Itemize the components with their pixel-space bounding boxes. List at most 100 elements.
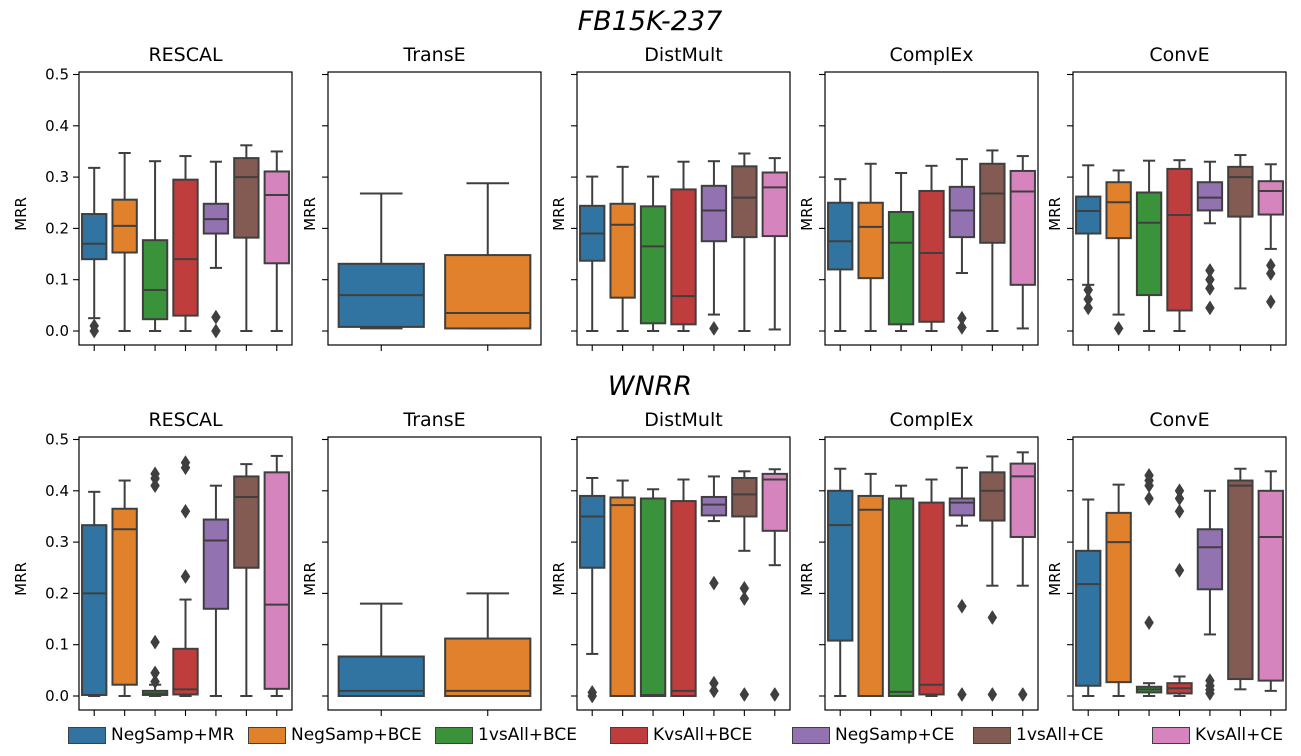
- box-r1-complex-kvsall-ce: [1009, 462, 1036, 538]
- box-r1-distmult-negsamp-mr: [579, 494, 606, 569]
- flier-r0-rescal-negsamp-mr-1: [89, 323, 100, 339]
- box-r1-conve-negsamp-bce: [1105, 511, 1132, 684]
- axes-frame-r1-transe: [327, 436, 542, 711]
- y-axis-label-r0-conve: MRR: [1046, 197, 1064, 231]
- panel-title-r1-conve: ConvE: [1149, 409, 1209, 431]
- flier-r1-complex-negsamp-ce-1: [957, 686, 967, 702]
- box-r0-complex-1vsall-ce: [979, 162, 1006, 244]
- legend-item-kvsall-bce: KvsAll+BCE: [610, 724, 752, 746]
- flier-r1-conve-1vsall-bce-4: [1144, 615, 1154, 631]
- flier-r1-complex-kvsall-ce-0: [1017, 686, 1028, 702]
- flier-r1-conve-kvsall-bce-1: [1174, 491, 1185, 506]
- box-r0-conve-negsamp-ce: [1196, 181, 1224, 212]
- flier-r1-conve-negsamp-ce-3: [1205, 685, 1215, 701]
- box-r1-transe-negsamp-bce: [444, 637, 532, 698]
- box-r0-conve-1vsall-ce: [1227, 165, 1254, 218]
- flier-r1-complex-1vsall-ce-0: [987, 610, 998, 625]
- box-r1-transe-negsamp-mr: [337, 655, 425, 698]
- box-r1-rescal-negsamp-ce: [202, 518, 230, 610]
- box-r0-distmult-negsamp-ce: [700, 184, 728, 243]
- flier-r1-rescal-1vsall-bce-5: [150, 674, 160, 690]
- box-r1-complex-negsamp-bce: [857, 494, 884, 697]
- axes-frame-r0-transe: [327, 71, 542, 346]
- box-r1-complex-1vsall-bce: [887, 497, 915, 697]
- flier-r0-conve-negsamp-ce-3: [1205, 300, 1215, 316]
- box-r1-conve-negsamp-mr: [1075, 549, 1102, 687]
- box-r0-rescal-negsamp-mr: [81, 213, 108, 261]
- box-r0-transe-negsamp-bce: [444, 254, 532, 330]
- box-r0-complex-negsamp-mr: [827, 201, 854, 271]
- box-r1-distmult-kvsall-ce: [761, 472, 788, 532]
- legend-label-negsamp-mr: NegSamp+MR: [111, 725, 235, 745]
- y-axis-label-r0-complex: MRR: [798, 197, 816, 231]
- legend-swatch-negsamp-ce: [792, 726, 830, 744]
- legend-swatch-1vsall-bce: [435, 726, 473, 744]
- box-r1-complex-kvsall-bce: [918, 501, 945, 696]
- y-tick-label-r0-rescal-5: 0.5: [45, 66, 69, 84]
- y-tick-label-r0-rescal-1: 0.1: [45, 271, 69, 289]
- flier-r0-conve-kvsall-ce-1: [1265, 266, 1276, 282]
- flier-r1-complex-negsamp-ce-0: [957, 598, 967, 614]
- flier-r1-rescal-1vsall-bce-3: [150, 634, 160, 650]
- box-r0-conve-negsamp-bce: [1105, 181, 1132, 240]
- box-r1-rescal-1vsall-ce: [233, 475, 260, 569]
- box-r0-distmult-1vsall-ce: [731, 165, 758, 239]
- box-r0-rescal-1vsall-bce: [141, 239, 169, 321]
- legend-swatch-kvsall-bce: [610, 726, 648, 744]
- legend-label-kvsall-ce: KvsAll+CE: [1195, 725, 1283, 745]
- box-r1-distmult-negsamp-ce: [700, 495, 728, 517]
- y-axis-label-r1-rescal: MRR: [12, 562, 30, 596]
- box-r1-conve-kvsall-ce: [1257, 489, 1284, 682]
- box-r0-complex-kvsall-ce: [1009, 169, 1036, 286]
- box-r0-conve-kvsall-bce: [1166, 167, 1193, 312]
- legend-label-1vsall-bce: 1vsAll+BCE: [478, 725, 578, 745]
- y-tick-label-r1-rescal-4: 0.4: [45, 482, 69, 500]
- legend: NegSamp+MR NegSamp+BCE 1vsAll+BCE KvsAll…: [0, 718, 1301, 752]
- legend-label-negsamp-ce: NegSamp+CE: [835, 725, 955, 745]
- box-r1-complex-negsamp-mr: [827, 489, 854, 642]
- flier-r1-rescal-kvsall-bce-1: [180, 460, 191, 476]
- panel-title-r1-transe: TransE: [402, 409, 465, 431]
- row-title-fb15k-237: FB15K-237: [578, 6, 723, 37]
- flier-r1-distmult-negsamp-ce-0: [709, 575, 719, 591]
- box-r0-conve-kvsall-ce: [1257, 180, 1284, 216]
- flier-r0-conve-negsamp-mr-2: [1083, 300, 1094, 316]
- panel-title-r0-complex: ComplEx: [890, 44, 974, 66]
- box-r0-distmult-negsamp-bce: [609, 202, 636, 299]
- y-axis-label-r1-conve: MRR: [1046, 562, 1064, 596]
- box-r1-conve-negsamp-ce: [1196, 528, 1224, 591]
- legend-label-negsamp-bce: NegSamp+BCE: [291, 725, 422, 745]
- y-tick-label-r1-rescal-2: 0.2: [45, 584, 69, 602]
- y-tick-label-r1-rescal-0: 0.0: [45, 687, 69, 705]
- box-r0-complex-1vsall-bce: [887, 210, 915, 326]
- box-r0-distmult-1vsall-bce: [639, 205, 667, 325]
- box-r1-complex-1vsall-ce: [979, 471, 1006, 522]
- legend-item-negsamp-ce: NegSamp+CE: [792, 724, 954, 746]
- y-tick-label-r0-rescal-2: 0.2: [45, 219, 69, 237]
- flier-r1-conve-kvsall-bce-2: [1174, 503, 1185, 519]
- flier-r1-rescal-kvsall-bce-2: [180, 503, 191, 519]
- legend-label-1vsall-ce: 1vsAll+CE: [1016, 725, 1104, 745]
- box-r0-complex-kvsall-bce: [918, 189, 945, 323]
- figure: FB15K-237 RESCAL 0.0 0.1 0.2 0.3 0.4 0.5 MRR Tran…: [12, 6, 1287, 716]
- panel-title-r1-rescal: RESCAL: [148, 409, 223, 431]
- flier-r1-distmult-kvsall-ce-0: [769, 686, 780, 702]
- panel-title-r1-distmult: DistMult: [644, 409, 722, 431]
- y-tick-label-r0-rescal-0: 0.0: [45, 322, 69, 340]
- y-tick-label-r1-rescal-1: 0.1: [45, 636, 69, 654]
- legend-item-negsamp-mr: NegSamp+MR: [68, 724, 234, 746]
- box-r1-distmult-negsamp-bce: [609, 496, 636, 697]
- box-r0-rescal-1vsall-ce: [233, 157, 260, 239]
- panel-title-r0-conve: ConvE: [1149, 44, 1209, 66]
- panel-title-r1-complex: ComplEx: [890, 409, 974, 431]
- y-tick-label-r1-rescal-5: 0.5: [45, 431, 69, 449]
- flier-r0-rescal-negsamp-ce-0: [211, 309, 221, 325]
- flier-r0-conve-kvsall-ce-2: [1265, 294, 1276, 310]
- box-r1-rescal-kvsall-ce: [263, 471, 290, 690]
- legend-item-kvsall-ce: KvsAll+CE: [1152, 724, 1283, 746]
- box-r0-conve-1vsall-bce: [1135, 191, 1163, 297]
- y-axis-label-r1-transe: MRR: [301, 562, 319, 596]
- flier-r1-distmult-negsamp-ce-2: [709, 683, 719, 699]
- legend-swatch-negsamp-bce: [248, 726, 286, 744]
- y-axis-label-r0-distmult: MRR: [550, 197, 568, 231]
